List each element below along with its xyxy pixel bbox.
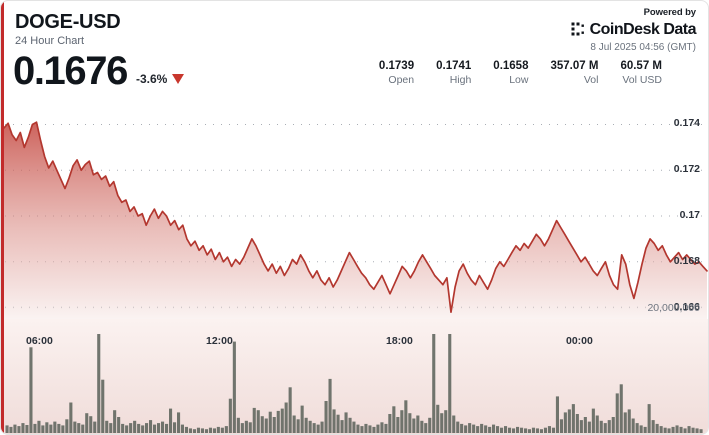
brand-block: Powered by CoinDesk Data 8 Jul 2025 04:5… xyxy=(571,7,697,53)
stat-value: 0.1658 xyxy=(493,60,529,72)
price-change-group: -3.6% xyxy=(135,72,185,86)
stat-low: 0.1658 Low xyxy=(493,59,528,87)
stat-label: Low xyxy=(509,74,529,86)
page-title: DOGE-USD xyxy=(15,11,121,33)
price-row: 0.1676 -3.6% xyxy=(13,49,185,93)
price-change-percent: -3.6% xyxy=(135,72,168,86)
stat-label: High xyxy=(449,74,472,86)
stat-open: 0.1739 Open xyxy=(379,59,414,87)
stat-label: Vol xyxy=(583,74,599,86)
coindesk-dotted-square-icon xyxy=(571,22,584,36)
stat-vol: 357.07 M Vol xyxy=(550,59,598,87)
current-price: 0.1676 xyxy=(13,49,128,93)
stat-label: Vol USD xyxy=(622,74,662,86)
timestamp: 8 Jul 2025 04:56 (GMT) xyxy=(590,42,696,53)
arrow-down-icon xyxy=(172,74,185,84)
symbol-block: DOGE-USD 24 Hour Chart xyxy=(15,11,121,48)
brand-name: CoinDesk Data xyxy=(589,21,697,38)
brand-name-row[interactable]: CoinDesk Data xyxy=(571,21,697,38)
stat-vol-usd: 60.57 M Vol USD xyxy=(620,59,662,87)
stat-value: 0.1741 xyxy=(436,60,472,72)
powered-by-label: Powered by xyxy=(643,7,696,18)
ohlc-stats: 0.1739 Open 0.1741 High 0.1658 Low 357.07 M Vol… xyxy=(357,59,662,87)
stat-high: 0.1741 High xyxy=(436,59,471,87)
chart-subtitle: 24 Hour Chart xyxy=(15,35,85,47)
stat-value: 0.1739 xyxy=(378,60,415,72)
chart-header: DOGE-USD 24 Hour Chart 0.1676 -3.6% Powe… xyxy=(1,1,708,97)
stat-label: Open xyxy=(388,74,415,86)
left-accent-bar xyxy=(1,1,4,434)
stat-value: 357.07 M xyxy=(550,60,599,72)
stat-value: 60.57 M xyxy=(620,60,662,72)
